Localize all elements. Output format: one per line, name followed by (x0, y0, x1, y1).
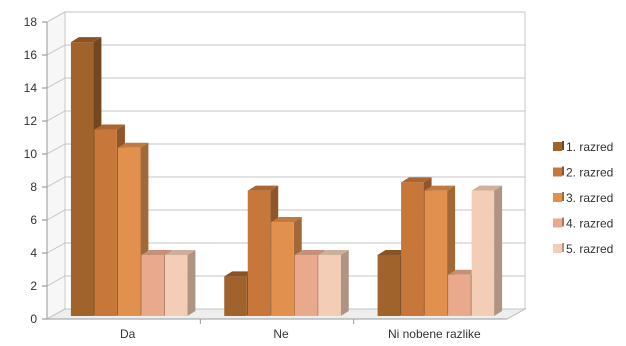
bar-front (401, 182, 424, 316)
bar-front (247, 190, 271, 316)
legend-swatch (553, 218, 562, 228)
legend-swatch-side (562, 141, 564, 150)
gridline (46, 209, 525, 221)
x-axis: Da Ne Ni nobene razlike (47, 318, 507, 341)
legend-swatch-side (562, 166, 564, 176)
y-tick-label: 6 (30, 213, 37, 227)
x-category-label: Ne (273, 327, 289, 341)
legend-label: 3. razred (566, 191, 613, 205)
bar-front (424, 190, 448, 316)
bar-front (94, 129, 117, 316)
bar-front (318, 254, 341, 316)
bar-top (377, 249, 409, 255)
y-tick-label: 12 (24, 114, 38, 128)
bar-side (187, 249, 196, 316)
gridline (46, 275, 525, 287)
bar-top (94, 124, 125, 130)
bar-side (340, 249, 349, 316)
bar-top (164, 249, 196, 255)
bar-front (271, 221, 294, 316)
legend-swatch (553, 142, 562, 151)
gridlines (46, 11, 525, 320)
y-tick-label: 8 (30, 180, 37, 194)
gridline (46, 44, 525, 56)
y-tick-label: 2 (30, 279, 37, 293)
bar-top (448, 269, 479, 275)
legend-label: 1. razred (566, 140, 613, 154)
gridline (46, 242, 525, 254)
bar-top (70, 37, 102, 43)
bars (70, 37, 503, 316)
y-tick-label: 10 (24, 147, 38, 161)
bar-front (141, 254, 164, 316)
gridline (46, 11, 525, 23)
legend-swatch-side (562, 243, 564, 252)
bar-front (377, 254, 401, 316)
legend-item: 2. razred (553, 166, 613, 180)
legend-swatch (553, 193, 562, 202)
legend-item: 3. razred (553, 191, 613, 205)
legend: 1. razred 2. razred 3. razred 4. razred 5. r… (553, 140, 613, 256)
bar-front (70, 42, 94, 316)
x-category-label: Ni nobene razlike (388, 327, 481, 341)
y-tick-label: 14 (24, 81, 38, 95)
y-tick-label: 4 (30, 246, 37, 260)
gridline (46, 143, 525, 155)
legend-item: 4. razred (553, 217, 613, 231)
legend-item: 5. razred (553, 242, 613, 256)
bar-top (224, 271, 255, 277)
y-tick-label: 18 (24, 15, 38, 29)
legend-label: 5. razred (566, 242, 613, 256)
bar (164, 249, 196, 316)
gridline (46, 308, 525, 320)
legend-label: 2. razred (566, 166, 613, 180)
bar-front (164, 254, 188, 316)
bar-top (271, 216, 302, 222)
bar-front (294, 254, 318, 316)
bar-front (471, 190, 495, 316)
legend-swatch (553, 244, 562, 253)
gridline (46, 176, 525, 188)
bar-top (294, 249, 326, 255)
bar-front (224, 276, 247, 316)
bar-front (448, 274, 471, 316)
x-category-label: Da (120, 327, 136, 341)
legend-swatch (553, 167, 562, 177)
bar-top (141, 249, 172, 255)
bar-front (117, 147, 141, 316)
bar-top (471, 185, 503, 191)
bar-top (318, 249, 349, 255)
gridline (46, 77, 525, 89)
y-tick-label: 0 (30, 312, 37, 326)
bar-top (424, 185, 456, 191)
legend-swatch-side (562, 217, 564, 227)
side-wall (46, 11, 66, 320)
bar-top (247, 185, 279, 191)
legend-label: 4. razred (566, 217, 613, 231)
y-tick-label: 16 (24, 48, 38, 62)
y-axis: 0 2 4 6 8 10 12 14 16 18 (24, 15, 48, 326)
legend-swatch-side (562, 192, 564, 201)
bar-top (117, 142, 149, 148)
legend-item: 1. razred (553, 140, 613, 154)
bar (471, 185, 503, 316)
bar-top (401, 177, 432, 183)
gridline (46, 110, 525, 122)
bar (318, 249, 349, 316)
bar-side (494, 185, 503, 316)
